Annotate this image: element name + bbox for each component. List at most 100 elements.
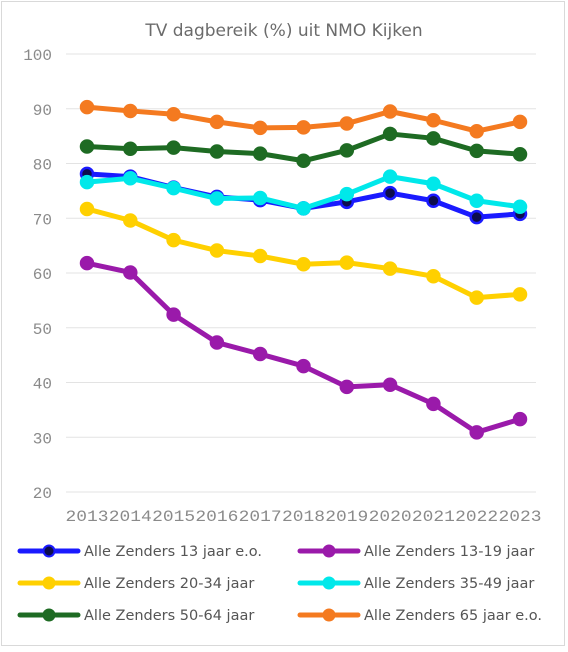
data-point [166, 232, 181, 248]
data-point [209, 144, 225, 159]
data-point [382, 185, 398, 201]
x-tick-label: 2022 [455, 508, 498, 526]
legend-swatch-marker [322, 576, 336, 590]
data-point [166, 180, 181, 196]
legend-label: Alle Zenders 50-64 jaar [84, 608, 254, 624]
data-point [296, 256, 311, 272]
data-point [123, 171, 138, 186]
y-tick-label: 70 [33, 211, 52, 229]
y-tick-label: 60 [33, 266, 52, 284]
x-axis-ticks: 2013 2014 2015 2016 2017 2018 2019 2020 2021 2022… [66, 508, 542, 526]
y-axis-ticks: 20 30 40 50 60 70 80 90 100 [23, 47, 52, 503]
data-point [512, 146, 528, 162]
data-point [79, 139, 95, 154]
data-point [512, 287, 528, 302]
data-point [209, 335, 225, 350]
data-point [426, 131, 441, 146]
data-point [209, 243, 225, 258]
data-point [79, 99, 95, 115]
data-point [382, 377, 398, 392]
data-point [382, 126, 398, 142]
x-tick-label: 2023 [499, 508, 542, 526]
series-group [79, 99, 528, 440]
data-point [252, 120, 268, 136]
data-point [252, 146, 268, 161]
data-point [512, 114, 528, 130]
data-point [209, 114, 225, 130]
legend-item: Alle Zenders 50-64 jaar [17, 608, 254, 624]
data-point [339, 186, 355, 202]
series-line [84, 206, 523, 301]
data-point [296, 358, 311, 374]
legend-swatch-marker [322, 608, 336, 622]
legend-item: Alle Zenders 13 jaar e.o. [17, 544, 262, 560]
series-3 [79, 201, 528, 305]
legend-item: Alle Zenders 13-19 jaar [297, 544, 534, 560]
y-tick-label: 30 [33, 430, 52, 448]
data-point [79, 174, 95, 190]
data-point [426, 176, 441, 192]
series-6 [79, 99, 528, 139]
data-point [252, 248, 268, 264]
data-point [339, 379, 355, 395]
data-point [426, 193, 441, 208]
legend-item: Alle Zenders 65 jaar e.o. [297, 608, 542, 624]
x-tick-label: 2018 [282, 508, 325, 526]
data-point [469, 290, 484, 305]
series-4 [79, 169, 528, 216]
x-tick-label: 2014 [109, 508, 152, 526]
data-point [166, 307, 181, 322]
legend-label: Alle Zenders 13-19 jaar [364, 544, 534, 560]
chart-title: TV dagbereik (%) uit NMO Kijken [144, 21, 422, 41]
legend-item: Alle Zenders 20-34 jaar [17, 576, 254, 592]
data-point [209, 191, 225, 206]
legend-label: Alle Zenders 65 jaar e.o. [364, 608, 542, 624]
data-point [426, 269, 441, 284]
data-point [252, 346, 268, 362]
data-point [79, 255, 95, 271]
data-point [382, 261, 398, 276]
data-point [512, 411, 528, 427]
data-point [296, 153, 311, 169]
data-point [296, 120, 311, 135]
x-tick-label: 2015 [152, 508, 195, 526]
data-point [512, 199, 528, 215]
x-tick-label: 2013 [66, 508, 109, 526]
legend: Alle Zenders 13 jaar e.o. Alle Zenders 13… [17, 544, 542, 624]
x-tick-label: 2016 [195, 508, 238, 526]
y-tick-label: 100 [23, 47, 52, 65]
data-point [469, 123, 484, 139]
y-tick-label: 40 [33, 376, 52, 394]
legend-label: Alle Zenders 13 jaar e.o. [84, 544, 262, 560]
data-point [426, 396, 441, 412]
data-point [123, 141, 138, 156]
series-2 [79, 255, 528, 440]
legend-swatch-marker [42, 608, 56, 622]
gridlines [66, 53, 536, 493]
x-tick-label: 2020 [369, 508, 412, 526]
data-point [166, 106, 181, 122]
legend-item: Alle Zenders 35-49 jaar [297, 576, 534, 592]
y-tick-label: 90 [33, 102, 52, 120]
data-point [339, 255, 355, 270]
series-5 [79, 126, 528, 169]
data-point [296, 201, 311, 216]
legend-swatch-marker [42, 576, 56, 590]
data-point [382, 104, 398, 119]
data-point [469, 193, 484, 208]
x-tick-label: 2021 [412, 508, 455, 526]
data-point [123, 213, 138, 228]
data-point [469, 425, 484, 440]
data-point [426, 112, 441, 128]
data-point [79, 201, 95, 217]
data-point [123, 103, 138, 119]
data-point [339, 116, 355, 131]
y-tick-label: 20 [33, 485, 52, 503]
data-point [382, 169, 398, 184]
data-point [469, 209, 484, 225]
y-tick-label: 50 [33, 321, 52, 339]
data-point [339, 143, 355, 158]
legend-label: Alle Zenders 20-34 jaar [84, 576, 254, 592]
